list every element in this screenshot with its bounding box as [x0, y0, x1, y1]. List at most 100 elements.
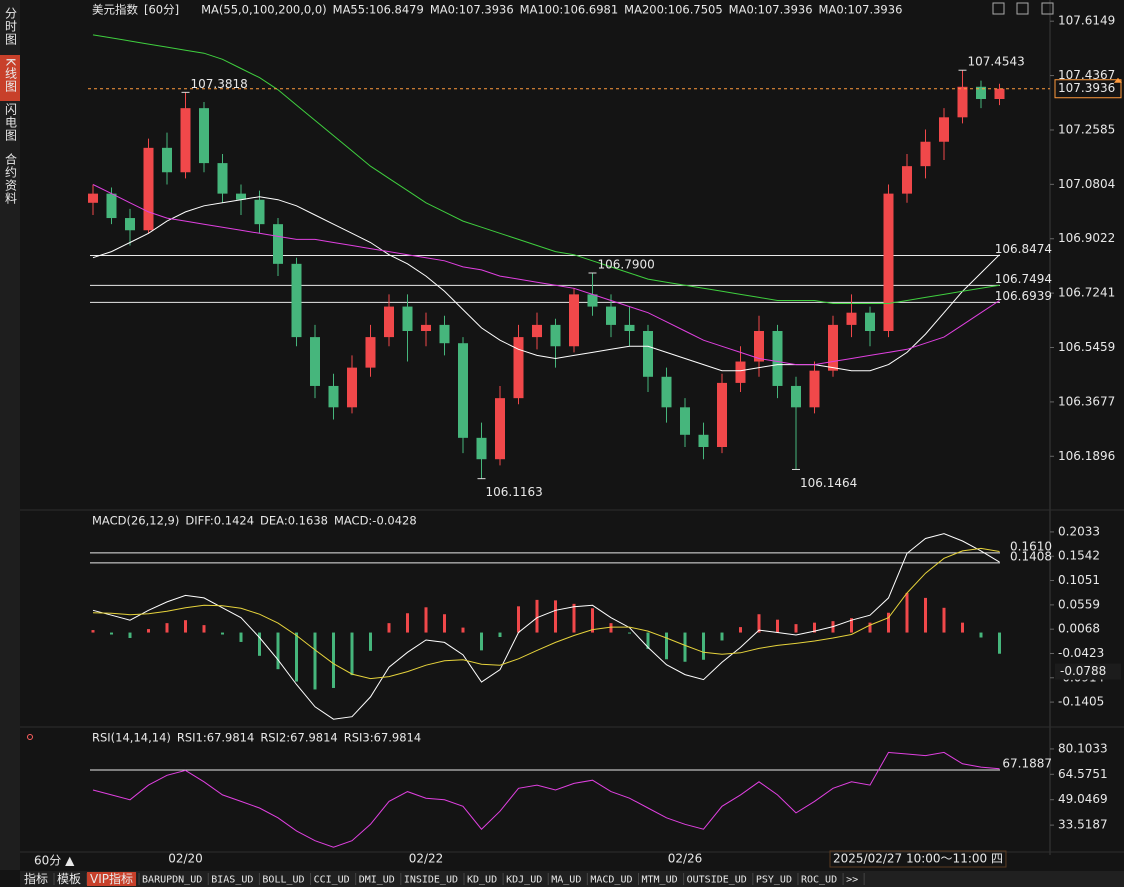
sidebar-tab[interactable]: K线图	[4, 58, 18, 93]
macd-bar	[239, 632, 243, 642]
y-tick-label: 106.3677	[1058, 394, 1115, 408]
low-annotation: 106.1464	[800, 476, 857, 490]
y-tick-label: 107.6149	[1058, 14, 1115, 28]
candle-body	[217, 163, 228, 194]
sidebar-tab[interactable]: 合约资料	[4, 152, 18, 205]
time-label-box	[829, 850, 1007, 868]
candle-body	[976, 86, 986, 99]
toolbar-tab[interactable]: PSY_UD	[756, 875, 792, 886]
window-button[interactable]	[1016, 2, 1029, 15]
y-tick-label: 0.1542	[1058, 549, 1100, 563]
candle-body	[587, 294, 598, 307]
y-tick-label: 106.5459	[1058, 340, 1115, 354]
macd-bar	[739, 627, 742, 633]
y-tick-label: 33.5187	[1058, 818, 1108, 832]
macd-bar	[165, 623, 169, 633]
candle-body	[402, 306, 413, 331]
legend-item: RSI3:67.9814	[344, 731, 421, 745]
candle-body	[902, 166, 912, 194]
legend-item: RSI1:67.9814	[177, 731, 254, 745]
toolbar-tab[interactable]: 指标	[24, 871, 48, 886]
macd-bar	[609, 623, 613, 633]
y-tick-label: -0.1405	[1058, 695, 1104, 709]
macd-bar	[258, 632, 261, 656]
y-tick-label: 106.7241	[1058, 286, 1115, 300]
toolbar-tab[interactable]: MTM_UD	[642, 875, 678, 886]
toolbar-tab[interactable]: BIAS_UD	[211, 875, 253, 886]
candle-body	[994, 88, 1005, 99]
legend-item: DEA:0.1638	[260, 514, 328, 528]
toolbar-tab[interactable]: ROC_UD	[801, 875, 837, 886]
candle-body	[809, 370, 820, 408]
macd-bar	[184, 620, 187, 633]
legend-item: RSI2:67.9814	[260, 731, 337, 745]
low-annotation: 106.1163	[486, 485, 543, 499]
candle-body	[735, 361, 746, 383]
legend-item: MACD(26,12,9)	[92, 514, 179, 528]
candle-body	[883, 193, 894, 331]
toolbar-tab[interactable]: VIP指标	[90, 871, 133, 886]
candle-body	[624, 324, 635, 331]
legend-item: DIFF:0.1424	[185, 514, 254, 528]
macd-bar	[202, 625, 206, 633]
x-tick-label: 02/20	[168, 852, 203, 866]
macd-bar	[332, 632, 335, 688]
y-tick-label: 0.1051	[1058, 573, 1100, 587]
legend-item: [60分]	[144, 3, 179, 17]
macd-bar	[517, 606, 520, 633]
window-button[interactable]	[1041, 2, 1054, 15]
candle-body	[550, 324, 561, 347]
candle-body	[865, 312, 875, 331]
candle-body	[384, 306, 394, 338]
toolbar-tab[interactable]: OUTSIDE_UD	[687, 875, 747, 886]
toolbar-tab[interactable]: 模板	[57, 872, 81, 886]
x-tick-label: 02/22	[409, 852, 444, 866]
macd-bar	[683, 632, 687, 662]
high-annotation: 107.3818	[191, 77, 248, 91]
macd-bar	[905, 592, 909, 633]
candle-body	[939, 117, 949, 142]
sidebar-tab[interactable]: 闪电图	[4, 103, 18, 142]
macd-bar	[961, 622, 964, 633]
y-tick-label: 64.5751	[1058, 767, 1108, 781]
candle-body	[254, 199, 265, 225]
macd-bar	[979, 632, 983, 638]
candle-body	[291, 263, 302, 338]
indicator-line	[92, 184, 1000, 366]
x-tick-label: 02/26	[668, 852, 703, 866]
legend-item: 美元指数	[92, 3, 138, 17]
toolbar-tab[interactable]: BARUPDN_UD	[142, 875, 202, 886]
toolbar-tab[interactable]: DMI_UD	[359, 875, 395, 886]
toolbar-tab[interactable]: KDJ_UD	[506, 875, 542, 886]
macd-bar	[535, 599, 539, 633]
toolbar-tab[interactable]: KD_UD	[467, 875, 497, 886]
toolbar-tab[interactable]: MACD_UD	[590, 875, 632, 886]
sidebar-tab[interactable]: 分时图	[4, 7, 18, 46]
toolbar-tab[interactable]: BOLL_UD	[262, 875, 304, 886]
y-tick-label: 0.0068	[1058, 622, 1100, 636]
last-price-arrow	[1114, 77, 1122, 83]
toolbar-tab[interactable]: CCI_UD	[314, 875, 350, 886]
toolbar-tab[interactable]: MA_UD	[551, 875, 581, 886]
y-tick-label: 106.9022	[1058, 231, 1115, 245]
macd-bar	[128, 632, 132, 638]
period-label: 60分 ▲	[34, 854, 75, 868]
macd-bar	[313, 632, 317, 690]
toolbar-tab[interactable]: >>	[846, 875, 858, 886]
last-price-label: 107.3936	[1058, 81, 1115, 95]
macd-bar	[572, 603, 576, 633]
indicator-line	[92, 547, 1000, 680]
macd-bar	[147, 629, 150, 633]
legend-item: MA55:106.8479	[333, 3, 424, 17]
candle-body	[791, 385, 801, 408]
candle-body	[310, 337, 320, 386]
candle-body	[476, 437, 487, 460]
legend-item: RSI(14,14,14)	[92, 731, 171, 745]
toolbar	[20, 871, 1124, 887]
y-tick-label: 0.0559	[1058, 597, 1100, 611]
candle-body	[717, 382, 727, 447]
toolbar-tab[interactable]: INSIDE_UD	[404, 875, 458, 886]
window-button[interactable]	[992, 2, 1005, 15]
